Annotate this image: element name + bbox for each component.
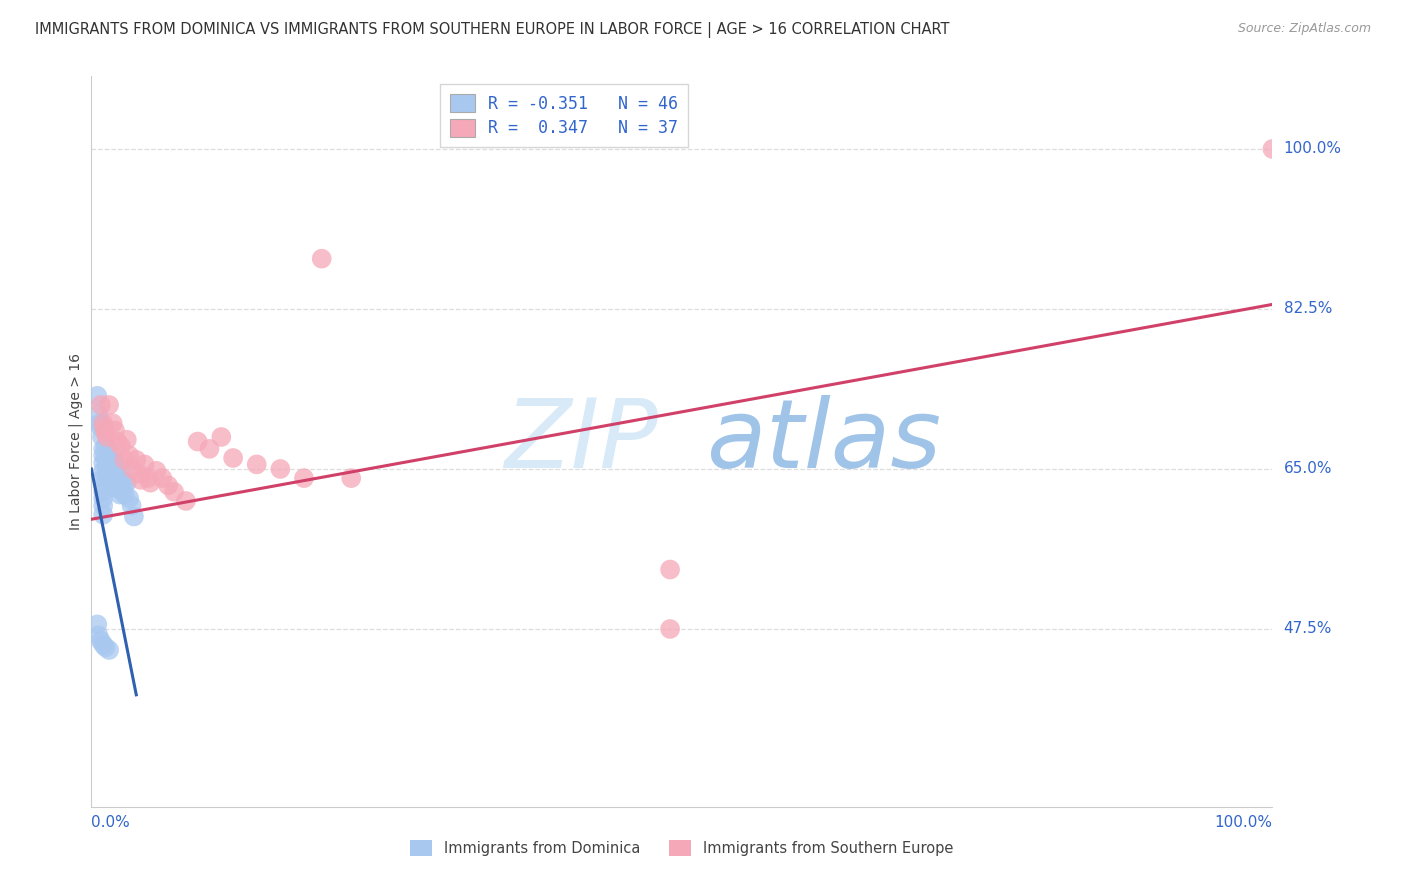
Point: [659, 622, 682, 636]
Point: [163, 484, 186, 499]
Point: [105, 475, 128, 490]
Point: [104, 424, 127, 438]
Point: [87, 407, 110, 421]
Point: [91, 471, 114, 485]
Point: [91, 508, 114, 522]
Point: [104, 464, 127, 478]
Point: [174, 494, 197, 508]
Point: [101, 416, 124, 431]
Legend: Immigrants from Dominica, Immigrants from Southern Europe: Immigrants from Dominica, Immigrants fro…: [405, 835, 959, 863]
Point: [103, 480, 125, 494]
Point: [107, 482, 129, 496]
Point: [98, 452, 121, 467]
Point: [94, 450, 117, 465]
Text: 47.5%: 47.5%: [1284, 622, 1331, 637]
Point: [105, 470, 128, 484]
Point: [136, 471, 159, 485]
Point: [91, 416, 114, 431]
Point: [246, 458, 269, 472]
Text: IMMIGRANTS FROM DOMINICA VS IMMIGRANTS FROM SOUTHERN EUROPE IN LABOR FORCE | AGE: IMMIGRANTS FROM DOMINICA VS IMMIGRANTS F…: [35, 22, 949, 38]
Point: [104, 455, 127, 469]
Point: [121, 499, 143, 513]
Point: [100, 460, 122, 475]
Point: [91, 442, 114, 456]
Point: [1261, 142, 1284, 156]
Point: [87, 628, 110, 642]
Point: [96, 467, 118, 481]
Point: [110, 439, 132, 453]
Point: [91, 499, 114, 513]
Text: 100.0%: 100.0%: [1215, 814, 1272, 830]
Text: 100.0%: 100.0%: [1284, 142, 1341, 156]
Point: [90, 398, 112, 412]
Point: [128, 467, 150, 481]
Point: [150, 471, 173, 485]
Point: [114, 487, 136, 501]
Point: [90, 421, 112, 435]
Point: [91, 430, 114, 444]
Point: [94, 425, 117, 440]
Point: [125, 452, 148, 467]
Point: [145, 464, 167, 478]
Point: [97, 473, 120, 487]
Point: [91, 491, 114, 506]
Point: [91, 456, 114, 470]
Point: [118, 491, 141, 506]
Point: [94, 439, 117, 453]
Point: [114, 452, 136, 467]
Point: [91, 464, 114, 478]
Point: [91, 478, 114, 492]
Point: [91, 484, 114, 499]
Point: [209, 430, 232, 444]
Point: [134, 458, 156, 472]
Point: [91, 448, 114, 462]
Y-axis label: In Labor Force | Age > 16: In Labor Force | Age > 16: [69, 353, 83, 530]
Point: [198, 442, 221, 456]
Point: [110, 464, 132, 478]
Text: 0.0%: 0.0%: [91, 814, 131, 830]
Point: [89, 416, 111, 431]
Point: [118, 448, 141, 462]
Point: [659, 562, 682, 576]
Point: [111, 473, 134, 487]
Point: [157, 478, 180, 492]
Point: [96, 458, 118, 472]
Point: [129, 473, 152, 487]
Point: [115, 475, 138, 490]
Point: [101, 464, 124, 478]
Point: [86, 617, 108, 632]
Point: [98, 443, 121, 458]
Point: [105, 434, 128, 449]
Text: 65.0%: 65.0%: [1284, 461, 1331, 476]
Point: [86, 389, 108, 403]
Point: [269, 462, 291, 476]
Point: [187, 434, 209, 449]
Point: [98, 398, 121, 412]
Point: [90, 633, 112, 648]
Point: [139, 475, 162, 490]
Point: [222, 450, 245, 465]
Point: [115, 433, 138, 447]
Point: [121, 462, 143, 476]
Point: [101, 473, 124, 487]
Point: [292, 471, 315, 485]
Text: Source: ZipAtlas.com: Source: ZipAtlas.com: [1237, 22, 1371, 36]
Text: 82.5%: 82.5%: [1284, 301, 1331, 317]
Point: [91, 638, 114, 652]
Point: [112, 480, 135, 494]
Point: [122, 509, 145, 524]
Point: [96, 430, 118, 444]
Point: [311, 252, 333, 266]
Text: atlas: atlas: [706, 395, 941, 488]
Point: [98, 643, 121, 657]
Point: [108, 487, 131, 501]
Point: [93, 421, 115, 435]
Point: [94, 640, 117, 655]
Point: [340, 471, 363, 485]
Text: ZIP: ZIP: [505, 395, 658, 488]
